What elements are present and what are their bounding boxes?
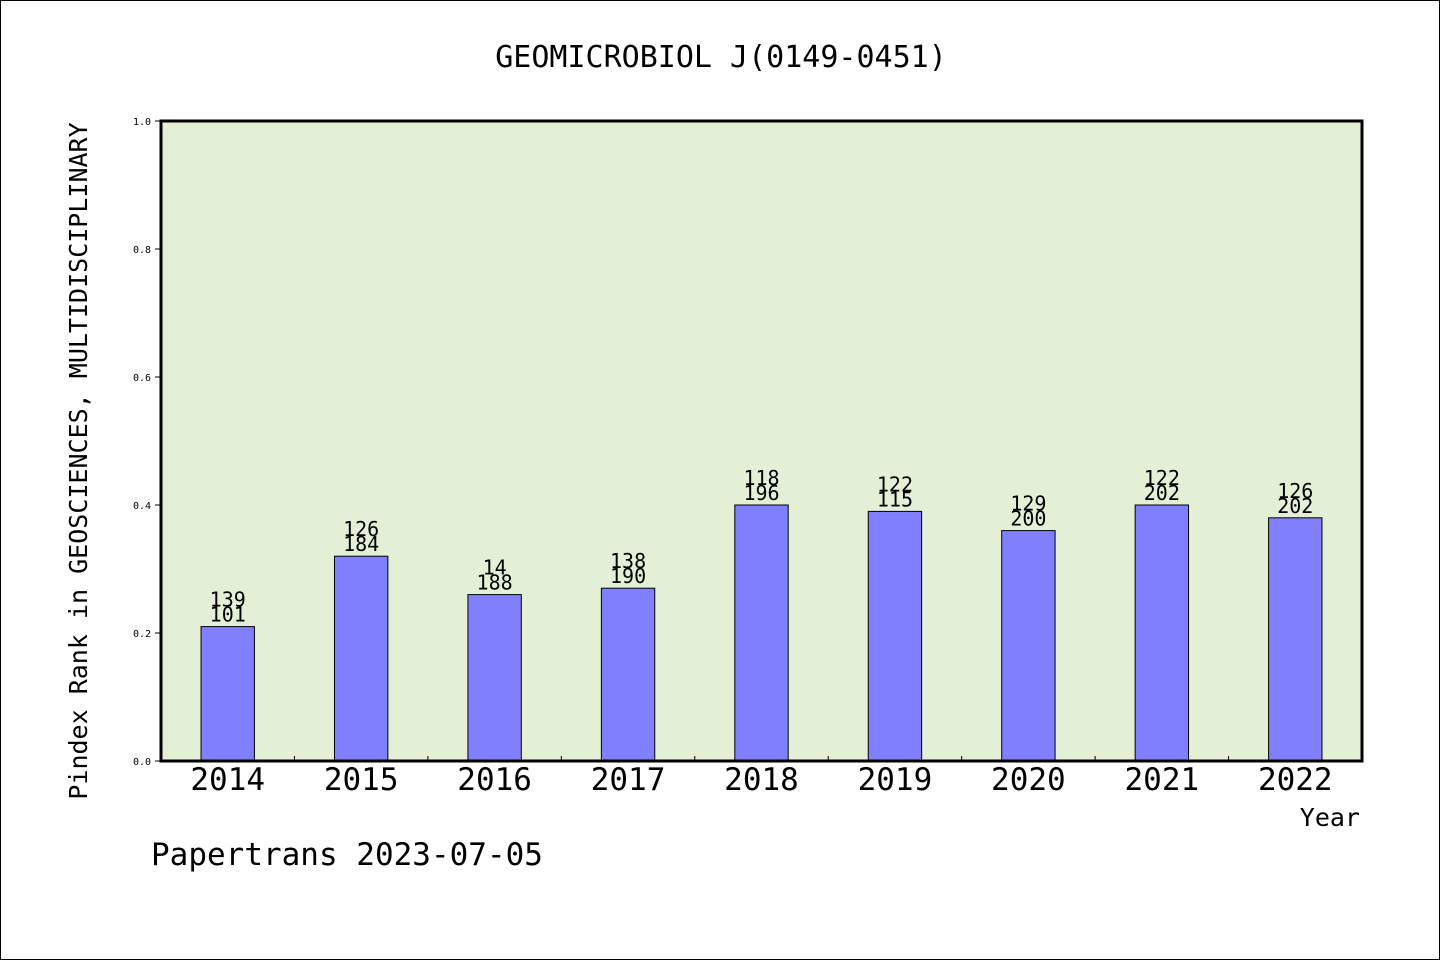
x-tick-label-2015: 2015 (324, 762, 399, 798)
y-tick-label-0.8: 0.8 (133, 245, 151, 256)
bar-2014 (200, 626, 255, 762)
bar-label-bottom-2015: 184 (343, 532, 379, 556)
bar-2015 (333, 555, 389, 762)
bar-label-top-2017: 138 (610, 549, 646, 573)
bar-label-bottom-2016: 188 (477, 571, 513, 595)
bar-label-bottom-2021: 202 (1144, 481, 1180, 505)
x-tick-label-2021: 2021 (1125, 762, 1200, 798)
y-tick-label-0.4: 0.4 (133, 501, 151, 512)
bar-label-bottom-2014: 101 (210, 603, 246, 627)
y-axis-label: Pindex Rank in GEOSCIENCES, MULTIDISCIPL… (64, 122, 93, 799)
x-tick-label-2020: 2020 (991, 762, 1066, 798)
bar-2017 (600, 587, 656, 762)
bar-label-bottom-2017: 190 (610, 564, 646, 588)
x-ticks-layer: 2014 2015 2016 2017 2018 2019 2020 2021 2022 (190, 756, 1333, 798)
x-tick-label-2017: 2017 (591, 762, 666, 798)
bar-2022 (1268, 517, 1323, 762)
bar-label-top-2022: 126 (1277, 479, 1313, 503)
bar-2020 (1001, 530, 1056, 762)
bar-label-top-2019: 122 (877, 472, 913, 496)
bar-2021 (1134, 504, 1190, 762)
bar-label-bottom-2020: 200 (1010, 507, 1046, 531)
bar-label-top-2016: 14 (483, 556, 507, 580)
bar-label-top-2018: 118 (743, 466, 779, 490)
bar-label-bottom-2022: 202 (1277, 494, 1313, 518)
x-tick-label-2014: 2014 (190, 762, 265, 798)
bar-label-top-2015: 126 (343, 517, 379, 541)
y-tick-label-0.2: 0.2 (133, 629, 151, 640)
y-tick-label-1.0: 1.0 (133, 117, 151, 128)
bar-label-top-2020: 129 (1010, 492, 1046, 516)
bar-label-top-2021: 122 (1144, 466, 1180, 490)
bar-2018 (734, 504, 789, 762)
plot-frame (159, 119, 1364, 763)
bar-label-bottom-2019: 115 (877, 487, 913, 511)
y-tick-label-0.0: 0.0 (133, 757, 151, 768)
x-tick-label-2019: 2019 (858, 762, 933, 798)
footer-watermark: Papertrans 2023-07-05 (151, 837, 543, 873)
bars-layer (200, 504, 1323, 762)
x-tick-label-2018: 2018 (724, 762, 799, 798)
x-tick-label-2022: 2022 (1258, 762, 1333, 798)
chart-title: GEOMICROBIOL J(0149-0451) (495, 40, 947, 75)
bar-2016 (467, 594, 522, 762)
bar-label-top-2014: 139 (210, 588, 246, 612)
y-tick-label-0.6: 0.6 (133, 373, 151, 384)
bar-label-bottom-2018: 196 (743, 481, 779, 505)
x-tick-label-2016: 2016 (457, 762, 532, 798)
bar-2019 (867, 510, 923, 762)
x-axis-label: Year (1300, 803, 1360, 832)
y-ticks-layer: 0.0 0.2 0.4 0.6 0.8 1.0 (133, 117, 161, 768)
